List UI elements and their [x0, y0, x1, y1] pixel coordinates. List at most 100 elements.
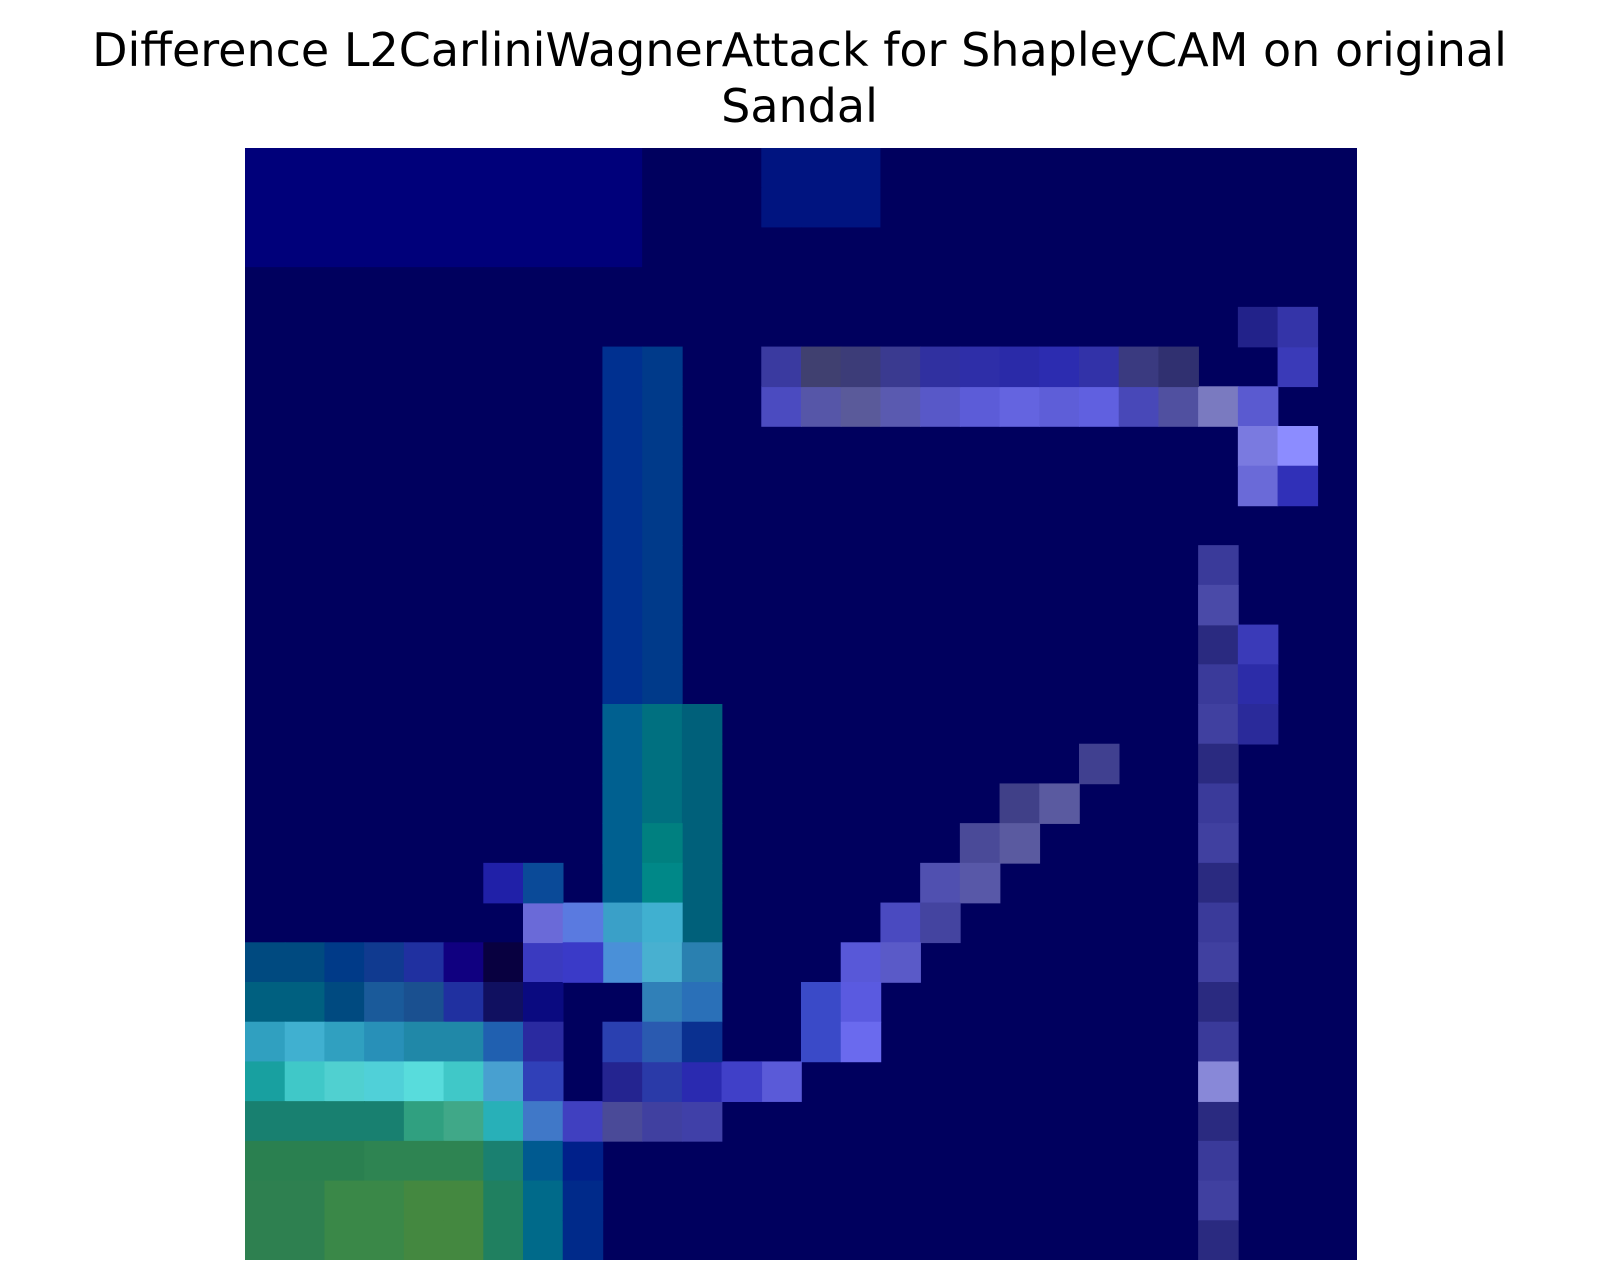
heatmap-cell	[880, 346, 921, 388]
heatmap-cell	[403, 1061, 445, 1102]
heatmap-cell	[761, 743, 802, 785]
heatmap-cell	[403, 465, 445, 507]
heatmap-cell	[840, 1180, 882, 1222]
heatmap-cell	[443, 1101, 485, 1142]
heatmap-cell	[1317, 1180, 1357, 1222]
heatmap-cell	[364, 545, 405, 586]
heatmap-cell	[721, 1180, 763, 1222]
heatmap-cell	[1039, 823, 1080, 864]
heatmap-cell	[1079, 1220, 1120, 1260]
heatmap-cell	[681, 426, 723, 467]
heatmap-cell	[403, 426, 445, 467]
heatmap-cell	[443, 664, 485, 705]
heatmap-cell	[840, 664, 882, 705]
heatmap-cell	[1277, 545, 1319, 586]
heatmap-cell	[1039, 465, 1080, 507]
heatmap-cell	[1039, 862, 1080, 904]
heatmap-cell	[1277, 346, 1319, 388]
heatmap-cell	[1277, 902, 1319, 944]
heatmap-cell	[642, 465, 683, 507]
heatmap-cell	[1079, 823, 1120, 864]
heatmap-cell	[880, 584, 921, 626]
heatmap-cell	[562, 267, 604, 308]
heatmap-cell	[562, 1220, 604, 1260]
heatmap-cell	[1158, 1101, 1199, 1142]
heatmap-cell	[562, 862, 604, 904]
heatmap-cell	[245, 823, 286, 864]
heatmap-cell	[1198, 704, 1239, 745]
heatmap-cell	[364, 505, 405, 546]
heatmap-cell	[1277, 426, 1319, 467]
heatmap-cell	[801, 306, 842, 348]
heatmap-cell	[443, 505, 485, 546]
heatmap-cell	[1079, 743, 1120, 785]
heatmap-cell	[1158, 743, 1199, 785]
heatmap-cell	[1237, 743, 1279, 785]
heatmap-cell	[681, 1061, 723, 1102]
heatmap-cell	[801, 426, 842, 467]
heatmap-cell	[1118, 227, 1160, 268]
heatmap-cell	[1198, 743, 1239, 785]
heatmap-cell	[483, 148, 524, 189]
heatmap-cell	[562, 306, 604, 348]
heatmap-cell	[1158, 465, 1199, 507]
heatmap-cell	[1118, 505, 1160, 546]
heatmap-cell	[284, 346, 326, 388]
heatmap-cell	[1118, 1061, 1160, 1102]
heatmap-cell	[761, 187, 802, 229]
heatmap-cell	[1317, 1220, 1357, 1260]
heatmap-cell	[324, 187, 365, 229]
heatmap-cell	[920, 545, 961, 586]
heatmap-cell	[1158, 1220, 1199, 1260]
heatmap-cell	[880, 664, 921, 705]
heatmap-cell	[1079, 664, 1120, 705]
heatmap-cell	[364, 148, 405, 189]
heatmap-cell	[880, 505, 921, 546]
heatmap-cell	[840, 148, 882, 189]
heatmap-cell	[642, 982, 683, 1023]
heatmap-cell	[1039, 1061, 1080, 1102]
heatmap-cell	[483, 584, 524, 626]
heatmap-cell	[721, 545, 763, 586]
heatmap-cell	[999, 426, 1041, 467]
heatmap-cell	[403, 148, 445, 189]
heatmap-cell	[1277, 982, 1319, 1023]
heatmap-cell	[761, 982, 802, 1023]
heatmap-cell	[1237, 823, 1279, 864]
heatmap-cell	[1277, 1101, 1319, 1142]
heatmap-cell	[1079, 902, 1120, 944]
heatmap-cell	[761, 505, 802, 546]
heatmap-cell	[364, 902, 405, 944]
heatmap-cell	[324, 1180, 365, 1222]
heatmap-cell	[245, 1180, 286, 1222]
heatmap-cell	[1277, 465, 1319, 507]
heatmap-cell	[999, 1061, 1041, 1102]
heatmap-cell	[801, 1101, 842, 1142]
heatmap-cell	[284, 426, 326, 467]
heatmap-cell	[1039, 664, 1080, 705]
heatmap-cell	[1198, 1220, 1239, 1260]
heatmap-cell	[999, 862, 1041, 904]
heatmap-cell	[324, 624, 365, 666]
heatmap-cell	[483, 346, 524, 388]
heatmap-cell	[562, 148, 604, 189]
heatmap-cell	[1198, 148, 1239, 189]
heatmap-cell	[324, 902, 365, 944]
heatmap-cell	[364, 783, 405, 824]
heatmap-cell	[1118, 1101, 1160, 1142]
heatmap-cell	[483, 505, 524, 546]
heatmap-cell	[1118, 187, 1160, 229]
heatmap-cell	[1277, 386, 1319, 427]
heatmap-cell	[1198, 823, 1239, 864]
heatmap-cell	[959, 823, 1001, 864]
heatmap-cell	[880, 426, 921, 467]
heatmap-cell	[523, 1021, 564, 1063]
heatmap-cell	[443, 1220, 485, 1260]
heatmap-cell	[1277, 267, 1319, 308]
heatmap-cell	[681, 346, 723, 388]
heatmap-cell	[721, 267, 763, 308]
heatmap-cell	[1039, 982, 1080, 1023]
heatmap-cell	[880, 227, 921, 268]
heatmap-cell	[562, 902, 604, 944]
heatmap-cell	[602, 942, 643, 983]
